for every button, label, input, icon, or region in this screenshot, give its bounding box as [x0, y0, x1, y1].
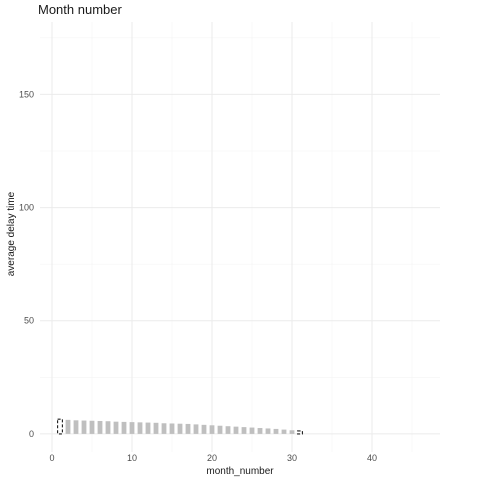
bar [193, 424, 199, 434]
bars [57, 418, 303, 435]
x-tick-label: 40 [367, 453, 377, 463]
y-tick-label: 100 [19, 203, 34, 213]
bar [265, 428, 271, 434]
bar [217, 425, 223, 434]
bar [201, 424, 207, 434]
bar [153, 422, 159, 434]
y-axis-label: average delay time [6, 191, 17, 276]
bar [273, 428, 279, 434]
x-tick-label: 0 [49, 453, 54, 463]
chart-title: Month number [38, 2, 122, 17]
x-tick-label: 30 [287, 453, 297, 463]
bar [161, 423, 167, 434]
bar [65, 419, 71, 434]
x-tick-label: 10 [127, 453, 137, 463]
x-tick-label: 20 [207, 453, 217, 463]
bar [209, 425, 215, 434]
bar [185, 423, 191, 434]
y-tick-labels: 0 50 100 150 [19, 89, 34, 438]
bar [81, 420, 87, 434]
bar [177, 423, 183, 434]
bar [97, 420, 103, 434]
bar [113, 421, 119, 434]
bar [289, 430, 295, 434]
bar [225, 426, 231, 434]
x-tick-labels: 0 10 20 30 40 [49, 453, 377, 463]
grid [40, 22, 440, 452]
bar [145, 422, 151, 434]
bar [241, 427, 247, 434]
bar [121, 421, 127, 434]
y-tick-label: 0 [29, 429, 34, 439]
bar [89, 420, 95, 434]
y-tick-label: 50 [24, 316, 34, 326]
x-axis-label: month_number [206, 466, 274, 477]
bar [257, 428, 263, 434]
bar [57, 418, 63, 435]
bar [105, 421, 111, 434]
bar [281, 429, 287, 434]
bar [233, 426, 239, 434]
bar [169, 423, 175, 434]
bar [137, 422, 143, 434]
bar [129, 422, 135, 434]
bar [297, 430, 303, 435]
bar [73, 420, 79, 434]
bar [249, 427, 255, 434]
y-tick-label: 150 [19, 89, 34, 99]
